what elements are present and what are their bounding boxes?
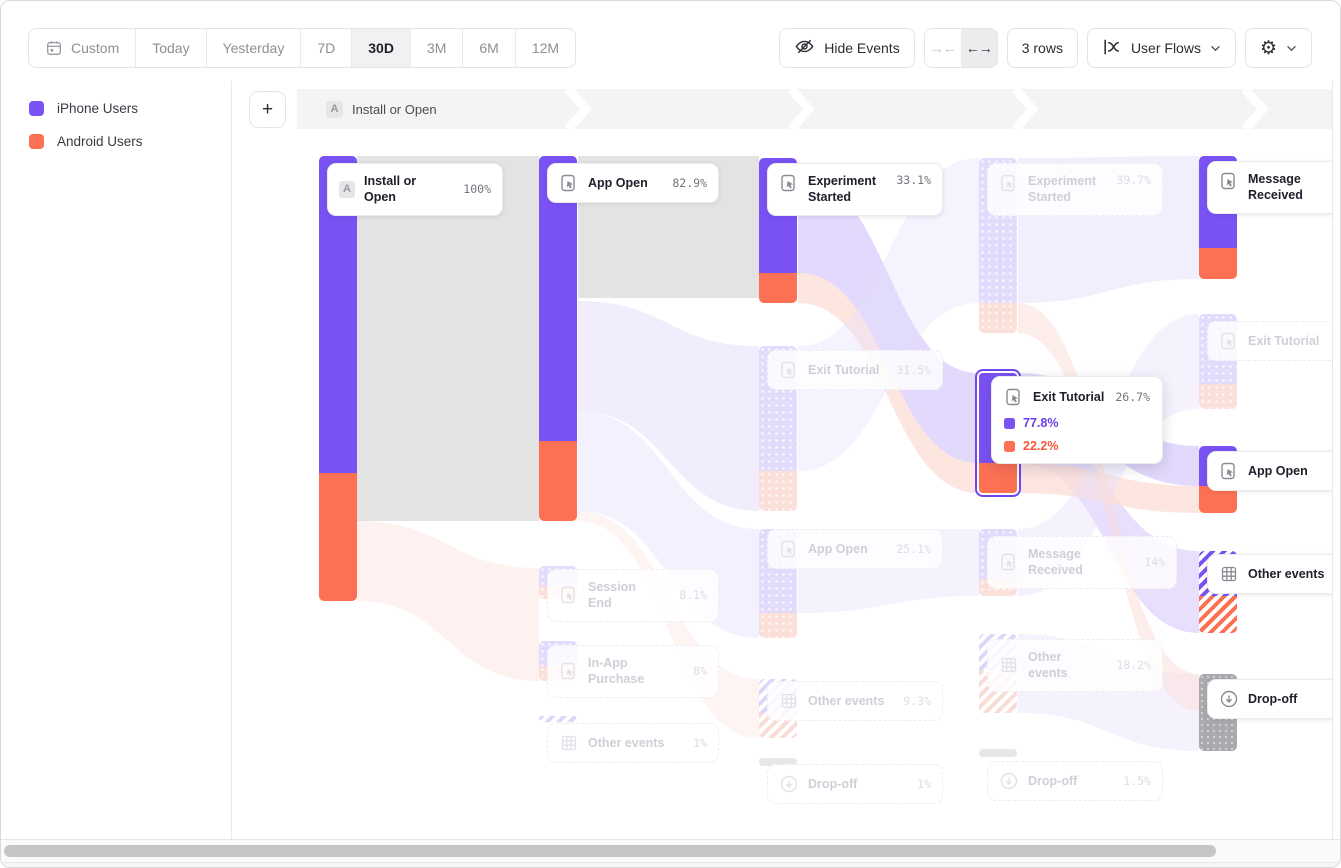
settings-dropdown[interactable]: ⚙ (1244, 28, 1312, 68)
date-range-6m[interactable]: 6M (463, 29, 516, 67)
step-label: Install or Open (352, 101, 437, 117)
app-event-icon (559, 661, 579, 681)
node-card-exit-tutorial-col5[interactable]: Exit Tutorial (1207, 321, 1332, 361)
node-tooltip-exit-tutorial[interactable]: Exit Tutorial 26.7% 77.8% 22.2% (991, 376, 1163, 464)
node-card-app-open-col5[interactable]: App Open (1207, 451, 1332, 491)
node-card-exit-tutorial-col3[interactable]: Exit Tutorial 31.5% (767, 350, 943, 390)
app-event-icon (779, 360, 799, 380)
toolbar: Custom Today Yesterday 7D 30D 3M 6M 12M … (1, 1, 1340, 81)
grid-icon (779, 691, 799, 711)
breakdown-iphone: 77.8% (1004, 416, 1150, 430)
legend-label: Android Users (57, 134, 143, 149)
legend-item-iphone-users[interactable]: iPhone Users (1, 92, 231, 125)
app-event-icon (999, 173, 1019, 193)
user-flows-canvas: + A Install or Open (232, 81, 1333, 839)
date-range-today[interactable]: Today (136, 29, 207, 67)
node-card-drop-off-col3[interactable]: Drop-off 1% (767, 764, 943, 804)
flow-link-install-to-appopen[interactable] (357, 156, 539, 521)
grid-icon (1219, 564, 1239, 584)
node-bar-drop-off-col4[interactable] (979, 749, 1017, 757)
app-event-icon (559, 585, 579, 605)
date-range-custom[interactable]: Custom (29, 29, 137, 67)
collapse-columns-button[interactable]: →← (924, 29, 961, 67)
toolbar-right: Hide Events →← ←→ 3 rows User Flows ⚙ (779, 28, 1312, 68)
node-card-experiment-started-col4[interactable]: Experiment Started 39.7% (987, 163, 1163, 216)
grid-icon (999, 655, 1019, 675)
node-card-in-app-purchase[interactable]: In-App Purchase 8% (547, 645, 719, 698)
app-event-icon (1219, 331, 1239, 351)
view-selector-dropdown[interactable]: User Flows (1086, 28, 1236, 68)
horizontal-scrollbar[interactable] (1, 845, 1340, 857)
date-range-7d[interactable]: 7D (301, 29, 353, 67)
iphone-users-swatch (1004, 417, 1015, 429)
scrollbar-thumb[interactable] (4, 845, 1216, 857)
grid-icon (559, 733, 579, 753)
step-a-badge: A (326, 100, 343, 118)
node-card-other-events-col4[interactable]: Other events 18.2% (987, 639, 1163, 692)
step-a-badge: A (339, 180, 355, 198)
node-card-other-events-col3[interactable]: Other events 9.3% (767, 681, 943, 721)
collapse-arrows-icon: →← (929, 40, 957, 56)
app-event-icon (779, 173, 799, 193)
step-install-or-open[interactable]: A Install or Open (297, 100, 437, 118)
legend-item-android-users[interactable]: Android Users (1, 125, 231, 158)
node-card-install-or-open[interactable]: A Install or Open 100% (327, 163, 503, 216)
node-card-drop-off-col4[interactable]: Drop-off 1.5% (987, 761, 1163, 801)
date-range-selector: Custom Today Yesterday 7D 30D 3M 6M 12M (28, 28, 577, 68)
app-event-icon (779, 539, 799, 559)
rows-button[interactable]: 3 rows (1006, 28, 1078, 68)
date-range-12m[interactable]: 12M (531, 40, 560, 56)
node-card-app-open-col3[interactable]: App Open 25.1% (767, 529, 943, 569)
node-card-drop-off-col5[interactable]: Drop-off (1207, 679, 1332, 719)
app-event-icon (1219, 171, 1239, 191)
node-card-experiment-started-col3[interactable]: Experiment Started 33.1% (767, 163, 943, 216)
drop-off-icon (779, 774, 799, 794)
date-range-label: Custom (71, 40, 120, 56)
gear-icon: ⚙ (1259, 37, 1277, 59)
bottom-scroll-area (1, 839, 1340, 867)
chevron-down-icon (1286, 45, 1297, 52)
steps-header-band: A Install or Open (297, 89, 1332, 129)
node-card-other-events-col2[interactable]: Other events 1% (547, 723, 719, 763)
drop-off-icon (999, 771, 1019, 791)
node-card-message-received-col4[interactable]: Message Received 14% (987, 536, 1177, 589)
node-card-app-open[interactable]: App Open 82.9% (547, 163, 719, 203)
expand-arrows-icon: ←→ (965, 40, 993, 56)
iphone-users-swatch (29, 101, 44, 116)
node-card-session-end[interactable]: Session End 8.1% (547, 569, 719, 622)
chevron-right-icon (1242, 89, 1268, 129)
android-users-swatch (29, 134, 44, 149)
collapse-expand-toggle: →← ←→ (923, 28, 998, 68)
expand-columns-button[interactable]: ←→ (960, 29, 997, 67)
add-step-button[interactable]: + (249, 91, 286, 128)
user-flows-icon (1102, 37, 1122, 60)
legend-panel: iPhone Users Android Users (1, 81, 232, 839)
node-card-other-events-col5[interactable]: Other events (1207, 554, 1332, 594)
chevron-right-icon (788, 89, 814, 129)
android-users-swatch (1004, 440, 1015, 452)
legend-label: iPhone Users (57, 101, 139, 116)
calendar-icon (45, 39, 63, 57)
date-range-30d[interactable]: 30D (352, 29, 411, 67)
chevron-down-icon (1210, 45, 1221, 52)
node-bar-drop-off-col3[interactable] (759, 758, 797, 766)
app-event-icon (999, 552, 1019, 572)
eye-off-icon (794, 36, 815, 60)
app-event-icon (1004, 387, 1024, 407)
node-card-message-received-col5[interactable]: Message Received (1207, 161, 1332, 214)
date-range-yesterday[interactable]: Yesterday (207, 29, 302, 67)
bottom-divider (1, 862, 1340, 867)
chevron-right-icon (565, 89, 591, 129)
node-bar-other-events-col2[interactable] (539, 716, 577, 722)
node-bar-app-open[interactable] (539, 156, 577, 521)
hide-events-button[interactable]: Hide Events (779, 28, 915, 68)
app-event-icon (1219, 461, 1239, 481)
node-bar-install-or-open[interactable] (319, 156, 357, 601)
app-event-icon (559, 173, 579, 193)
date-range-3m[interactable]: 3M (411, 29, 464, 67)
chevron-right-icon (1012, 89, 1038, 129)
breakdown-android: 22.2% (1004, 439, 1150, 453)
drop-off-icon (1219, 689, 1239, 709)
